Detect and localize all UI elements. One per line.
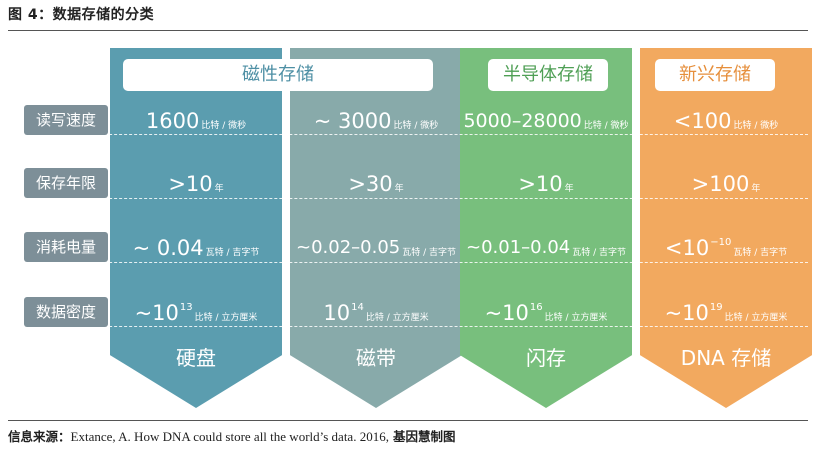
- cell-flash-lifetime: >10 年: [460, 166, 632, 196]
- cell-hard-disk-speed: 1600 比特 / 微秒: [110, 103, 282, 133]
- cell-unit: 年: [214, 184, 224, 194]
- header-emerging-storage: 新兴存储: [655, 59, 775, 91]
- cell-unit: 年: [564, 184, 574, 194]
- cell-unit: 瓦特 / 吉字节: [205, 248, 260, 258]
- cell-value: 10: [323, 301, 351, 325]
- column-hard-disk: [110, 48, 282, 408]
- label-flash: 闪存: [526, 346, 566, 370]
- cell-value: ~0.01–0.04: [465, 237, 571, 258]
- cell-value: <10: [664, 236, 710, 260]
- cell-unit: 瓦特 / 吉字节: [402, 248, 456, 258]
- cell-value: ~10: [134, 301, 179, 325]
- label-tape: 磁带: [356, 346, 396, 370]
- column-dna: [640, 48, 812, 408]
- label-hard-disk: 硬盘: [176, 346, 216, 370]
- cell-exponent: −10: [710, 237, 732, 248]
- cell-dna-power: <10 −10 瓦特 / 吉字节: [640, 230, 812, 260]
- column-flash: [460, 48, 632, 408]
- cell-dna-lifetime: >100 年: [640, 166, 812, 196]
- bottom-rule: [8, 420, 808, 421]
- column-tape: [290, 48, 462, 408]
- cell-unit: 比特 / 立方厘米: [544, 313, 608, 323]
- cell-unit: 瓦特 / 吉字节: [572, 248, 626, 258]
- cell-value: >10: [168, 172, 213, 196]
- cell-unit: 比特 / 微秒: [201, 121, 247, 131]
- cell-unit: 年: [394, 184, 404, 194]
- header-magnetic-storage: 磁性存储: [123, 59, 433, 91]
- row-divider: [24, 326, 808, 327]
- cell-tape-power: ~0.02–0.05 瓦特 / 吉字节: [290, 230, 462, 260]
- cell-unit: 瓦特 / 吉字节: [733, 248, 788, 258]
- cell-unit: 比特 / 立方厘米: [194, 313, 258, 323]
- cell-unit: 年: [751, 184, 761, 194]
- source-note: 信息来源：Extance, A. How DNA could store all…: [8, 426, 455, 445]
- row-divider: [24, 262, 808, 263]
- row-divider: [24, 134, 808, 135]
- cell-unit: 比特 / 立方厘米: [365, 313, 429, 323]
- cell-value: 5000–28000: [463, 110, 582, 132]
- cell-value: >10: [518, 172, 563, 196]
- cell-value: >30: [348, 172, 393, 196]
- row-label-density: 数据密度: [24, 297, 108, 327]
- cell-dna-speed: <100 比特 / 微秒: [640, 103, 812, 133]
- source-citation: Extance, A. How DNA could store all the …: [70, 429, 389, 444]
- top-rule: [8, 30, 808, 31]
- row-divider: [24, 198, 808, 199]
- row-label-power: 消耗电量: [24, 232, 108, 262]
- cell-value: ~10: [664, 301, 709, 325]
- row-label-lifetime: 保存年限: [24, 168, 108, 198]
- cell-unit: 比特 / 立方厘米: [724, 313, 788, 323]
- cell-dna-density: ~10 19 比特 / 立方厘米: [640, 295, 812, 325]
- cell-value: ~ 3000: [313, 109, 392, 133]
- header-semiconductor-storage: 半导体存储: [488, 59, 608, 91]
- source-credit: 基因慧制图: [392, 429, 456, 444]
- source-label: 信息来源：: [8, 429, 71, 444]
- cell-hard-disk-lifetime: >10 年: [110, 166, 282, 196]
- cell-tape-density: 10 14 比特 / 立方厘米: [290, 295, 462, 325]
- row-label-speed: 读写速度: [24, 105, 108, 135]
- cell-unit: 比特 / 微秒: [733, 121, 779, 131]
- cell-hard-disk-density: ~10 13 比特 / 立方厘米: [110, 295, 282, 325]
- cell-flash-power: ~0.01–0.04 瓦特 / 吉字节: [460, 230, 632, 260]
- cell-tape-lifetime: >30 年: [290, 166, 462, 196]
- cell-flash-density: ~10 16 比特 / 立方厘米: [460, 295, 632, 325]
- cell-unit: 比特 / 微秒: [583, 121, 629, 131]
- cell-exponent: 13: [179, 302, 193, 313]
- cell-exponent: 14: [351, 302, 364, 313]
- cell-value: ~ 0.04: [132, 236, 204, 260]
- cell-value: 1600: [145, 109, 200, 133]
- label-dna-storage: DNA 存储: [680, 346, 772, 370]
- cell-value: ~0.02–0.05: [295, 237, 401, 258]
- cell-flash-speed: 5000–28000 比特 / 微秒: [460, 103, 632, 133]
- cell-exponent: 19: [709, 302, 723, 313]
- figure-title: 图 4：数据存储的分类: [8, 7, 155, 23]
- cell-tape-speed: ~ 3000 比特 / 微秒: [290, 103, 462, 133]
- cell-hard-disk-power: ~ 0.04 瓦特 / 吉字节: [110, 230, 282, 260]
- cell-value: <100: [673, 109, 732, 133]
- cell-exponent: 16: [529, 302, 543, 313]
- cell-value: ~10: [484, 301, 529, 325]
- cell-value: >100: [691, 172, 750, 196]
- cell-unit: 比特 / 微秒: [393, 121, 439, 131]
